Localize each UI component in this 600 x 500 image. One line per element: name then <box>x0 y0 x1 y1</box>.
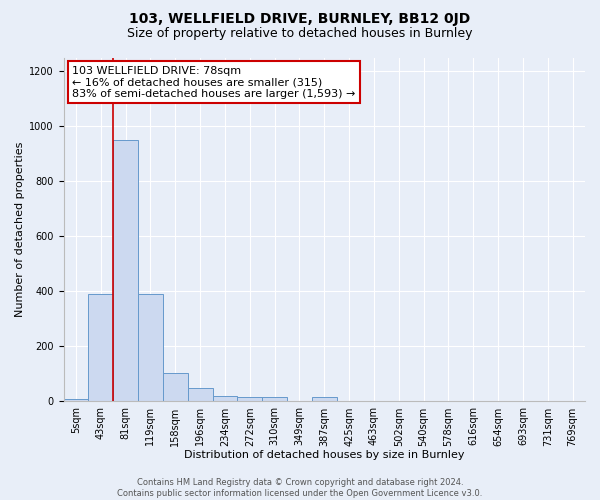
Bar <box>163 372 188 402</box>
Text: 103, WELLFIELD DRIVE, BURNLEY, BB12 0JD: 103, WELLFIELD DRIVE, BURNLEY, BB12 0JD <box>130 12 470 26</box>
Bar <box>312 398 337 402</box>
Bar <box>238 398 262 402</box>
Bar <box>64 398 88 402</box>
Bar <box>138 294 163 402</box>
Bar <box>88 294 113 402</box>
Y-axis label: Number of detached properties: Number of detached properties <box>15 142 25 317</box>
Text: 103 WELLFIELD DRIVE: 78sqm
← 16% of detached houses are smaller (315)
83% of sem: 103 WELLFIELD DRIVE: 78sqm ← 16% of deta… <box>72 66 356 99</box>
X-axis label: Distribution of detached houses by size in Burnley: Distribution of detached houses by size … <box>184 450 464 460</box>
Text: Size of property relative to detached houses in Burnley: Size of property relative to detached ho… <box>127 28 473 40</box>
Text: Contains HM Land Registry data © Crown copyright and database right 2024.
Contai: Contains HM Land Registry data © Crown c… <box>118 478 482 498</box>
Bar <box>262 398 287 402</box>
Bar <box>212 396 238 402</box>
Bar <box>188 388 212 402</box>
Bar <box>113 140 138 402</box>
